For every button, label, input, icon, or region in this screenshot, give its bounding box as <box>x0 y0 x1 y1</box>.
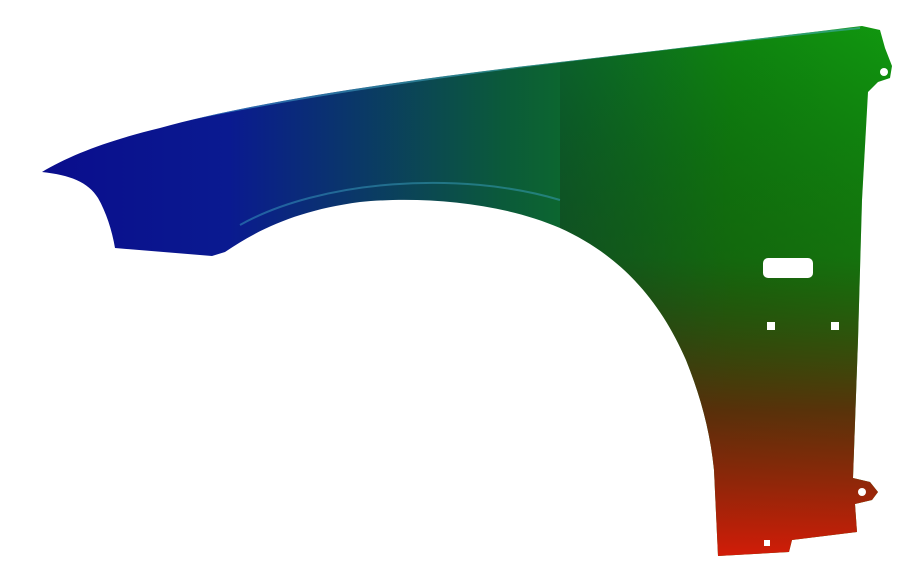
fender-hole <box>767 322 775 330</box>
fender-hole <box>880 68 888 76</box>
fender-hole <box>831 322 839 330</box>
fender-hole <box>858 488 866 496</box>
fender-slot <box>763 258 813 278</box>
fender-hole <box>764 540 770 546</box>
